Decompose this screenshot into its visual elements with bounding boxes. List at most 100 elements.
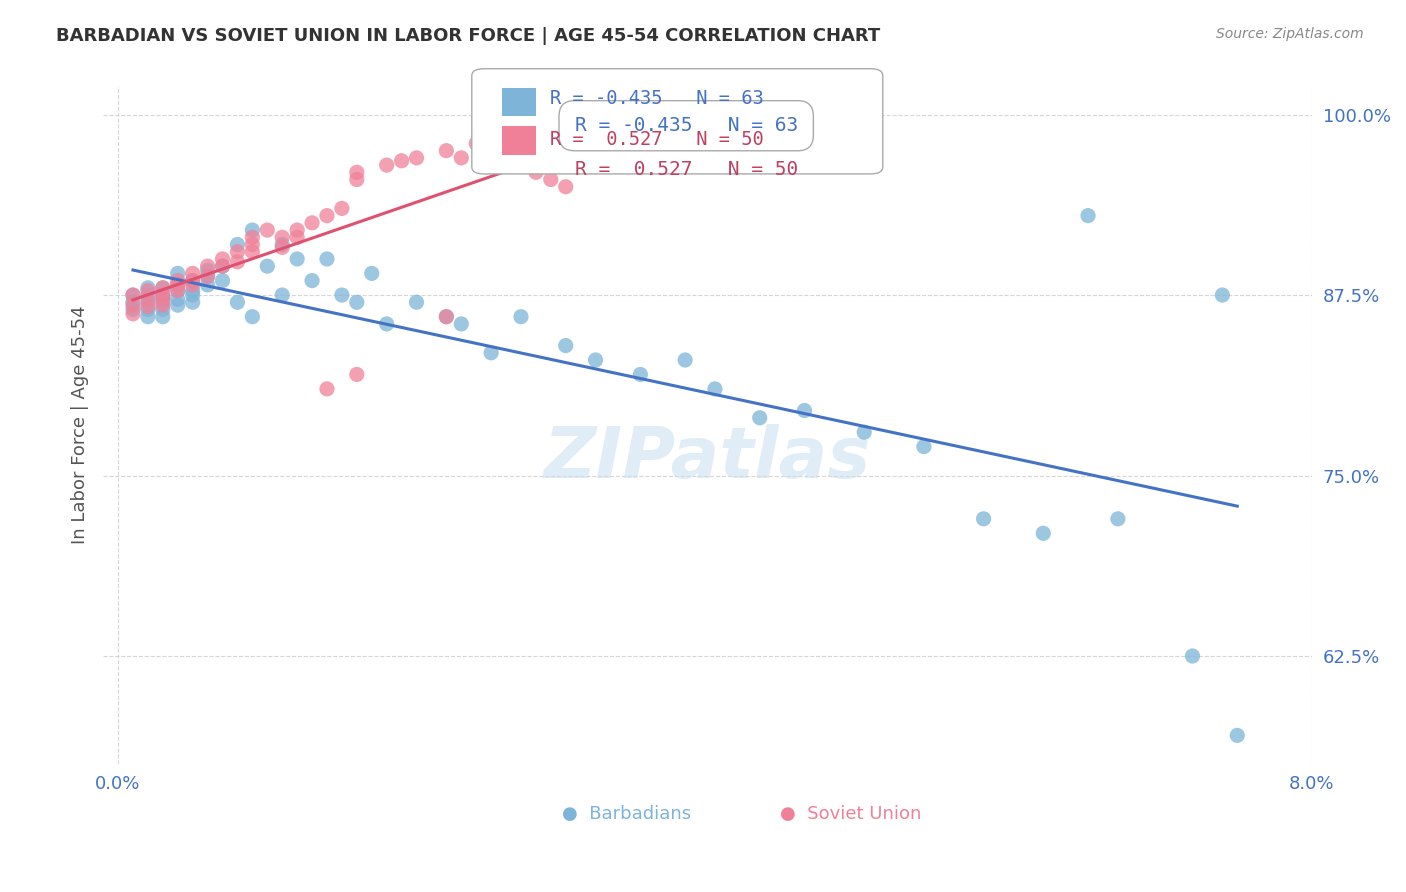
- Point: [152, 293, 174, 307]
- Point: [211, 274, 233, 288]
- Bar: [502, 127, 536, 155]
- Point: [1032, 526, 1054, 541]
- Point: [479, 144, 502, 158]
- Point: [197, 269, 219, 284]
- Point: [285, 230, 308, 244]
- Text: R = -0.435   N = 63: R = -0.435 N = 63: [575, 116, 797, 136]
- Point: [1211, 288, 1233, 302]
- Point: [301, 216, 323, 230]
- Point: [136, 288, 159, 302]
- Point: [166, 277, 188, 292]
- Point: [495, 151, 517, 165]
- Point: [136, 281, 159, 295]
- Point: [166, 293, 188, 307]
- Point: [181, 274, 204, 288]
- Point: [405, 295, 427, 310]
- Point: [434, 310, 457, 324]
- Point: [704, 382, 727, 396]
- Point: [152, 281, 174, 295]
- Point: [240, 310, 263, 324]
- Point: [197, 277, 219, 292]
- Point: [152, 288, 174, 302]
- Point: [554, 338, 576, 352]
- Point: [271, 230, 294, 244]
- Point: [181, 288, 204, 302]
- Point: [181, 277, 204, 292]
- Point: [211, 259, 233, 273]
- Point: [181, 274, 204, 288]
- Point: [1107, 512, 1129, 526]
- Point: [540, 172, 562, 186]
- Point: [152, 288, 174, 302]
- Point: [1226, 728, 1249, 742]
- Point: [912, 440, 935, 454]
- FancyBboxPatch shape: [472, 69, 883, 174]
- Point: [226, 244, 249, 259]
- Point: [240, 237, 263, 252]
- Point: [122, 295, 145, 310]
- Point: [330, 202, 353, 216]
- Text: ZIPatlas: ZIPatlas: [544, 425, 872, 493]
- Point: [152, 295, 174, 310]
- Point: [973, 512, 995, 526]
- Point: [450, 317, 472, 331]
- Bar: [502, 87, 536, 116]
- Point: [122, 288, 145, 302]
- Point: [479, 346, 502, 360]
- Point: [152, 310, 174, 324]
- Point: [166, 274, 188, 288]
- Point: [271, 240, 294, 254]
- Point: [346, 172, 368, 186]
- Point: [375, 317, 398, 331]
- Point: [465, 136, 488, 151]
- Text: ●  Soviet Union: ● Soviet Union: [780, 805, 921, 823]
- Point: [330, 288, 353, 302]
- Point: [1077, 209, 1099, 223]
- Point: [346, 295, 368, 310]
- Point: [136, 310, 159, 324]
- Text: R = -0.435   N = 63: R = -0.435 N = 63: [550, 89, 763, 108]
- Point: [510, 310, 533, 324]
- Point: [450, 151, 472, 165]
- Point: [166, 277, 188, 292]
- Point: [197, 259, 219, 273]
- Point: [793, 403, 815, 417]
- Point: [748, 410, 770, 425]
- Point: [256, 259, 278, 273]
- Point: [122, 298, 145, 312]
- Point: [226, 255, 249, 269]
- Point: [301, 274, 323, 288]
- Point: [316, 382, 339, 396]
- Point: [285, 223, 308, 237]
- Point: [240, 223, 263, 237]
- Point: [271, 237, 294, 252]
- Point: [136, 293, 159, 307]
- Point: [226, 237, 249, 252]
- Point: [524, 165, 547, 179]
- Point: [152, 281, 174, 295]
- Point: [197, 263, 219, 277]
- Point: [316, 209, 339, 223]
- Point: [346, 368, 368, 382]
- Point: [375, 158, 398, 172]
- Point: [181, 266, 204, 280]
- Point: [673, 353, 696, 368]
- Point: [585, 353, 607, 368]
- Point: [136, 302, 159, 317]
- Point: [271, 288, 294, 302]
- Point: [181, 295, 204, 310]
- Point: [152, 298, 174, 312]
- Point: [122, 302, 145, 317]
- Text: BARBADIAN VS SOVIET UNION IN LABOR FORCE | AGE 45-54 CORRELATION CHART: BARBADIAN VS SOVIET UNION IN LABOR FORCE…: [56, 27, 880, 45]
- Point: [136, 284, 159, 298]
- Point: [166, 298, 188, 312]
- Point: [240, 244, 263, 259]
- Point: [434, 144, 457, 158]
- Point: [152, 302, 174, 317]
- Text: Source: ZipAtlas.com: Source: ZipAtlas.com: [1216, 27, 1364, 41]
- Point: [166, 266, 188, 280]
- Point: [181, 284, 204, 298]
- Point: [226, 295, 249, 310]
- Point: [346, 165, 368, 179]
- Point: [197, 269, 219, 284]
